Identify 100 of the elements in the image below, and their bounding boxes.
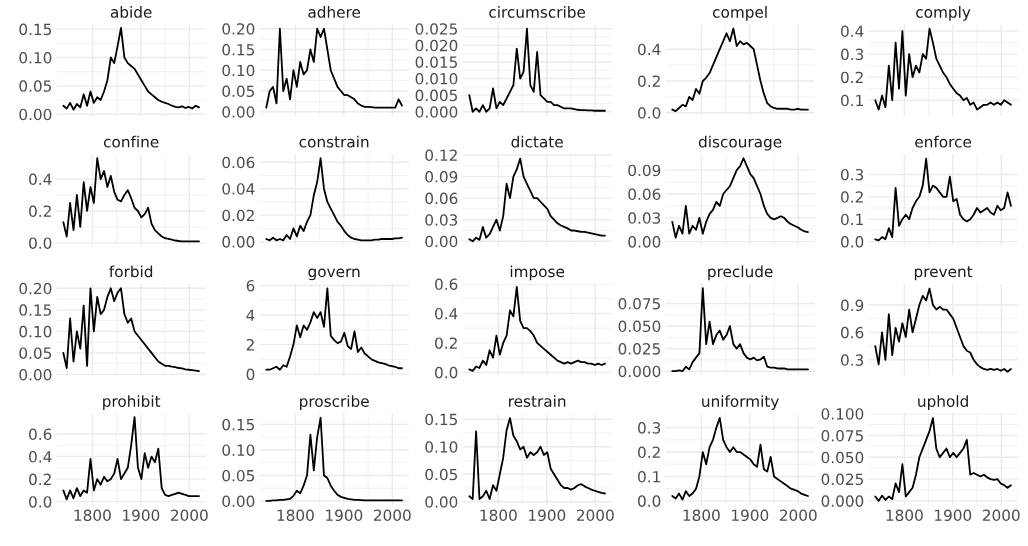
chart-title: restrain — [509, 395, 566, 407]
chart-title: forbid — [109, 265, 153, 278]
x-tick-label: 1800 — [74, 509, 111, 522]
y-tick-label: 0.0 — [29, 496, 52, 508]
y-tick-label: 0.6 — [29, 428, 52, 441]
x-tick-label: 2000 — [373, 509, 411, 522]
y-tick-label: 0.4 — [638, 43, 661, 56]
y-tick-label: 0.0 — [435, 366, 458, 379]
y-tick-label: 0.2 — [29, 205, 51, 217]
line-series — [468, 417, 606, 500]
line-series — [62, 157, 200, 243]
chart-title: dictate — [511, 135, 563, 148]
y-tick-label: 0.000 — [618, 365, 661, 378]
x-tick-label: 2000 — [576, 509, 614, 522]
chart-title: govern — [308, 268, 360, 281]
y-tick-label: 0.100 — [821, 408, 864, 420]
y-tick-label: 0.03 — [628, 212, 661, 224]
y-tick-label: 0.0 — [29, 237, 52, 249]
y-tick-label: 0.1 — [841, 213, 863, 226]
y-tick-label: 0.0 — [638, 495, 661, 507]
y-tick-label: 0.10 — [222, 444, 255, 456]
y-tick-label: 0.00 — [628, 236, 661, 248]
chart-title: proscribe — [300, 395, 369, 410]
x-tick-label: 1900 — [935, 509, 972, 522]
chart-title: impose — [510, 265, 565, 281]
y-tick-label: 0.15 — [19, 304, 52, 316]
y-tick-label: 0.06 — [628, 188, 661, 201]
y-tick-label: 0.15 — [19, 23, 52, 36]
line-series — [468, 27, 606, 113]
y-tick-label: 0.03 — [425, 214, 458, 226]
x-tick-label: 2000 — [779, 509, 817, 522]
line-series — [265, 416, 403, 502]
chart-title: discourage — [698, 135, 782, 151]
y-tick-label: 0.10 — [19, 51, 52, 64]
y-tick-label: 0.15 — [425, 413, 457, 426]
y-tick-label: 0.00 — [222, 106, 255, 118]
y-tick-label: 0.3 — [638, 422, 661, 434]
y-tick-label: 0.12 — [425, 149, 457, 162]
line-series — [265, 27, 403, 109]
y-tick-label: 0.2 — [29, 473, 51, 486]
y-tick-label: 0.4 — [29, 451, 52, 463]
y-tick-label: 0.10 — [222, 64, 255, 77]
y-tick-label: 0.4 — [841, 25, 864, 38]
x-tick-label: 1800 — [683, 509, 720, 522]
x-tick-label: 1800 — [277, 509, 314, 522]
chart-title: prevent — [914, 266, 973, 281]
y-tick-label: 0.015 — [415, 56, 457, 68]
y-tick-label: 0.4 — [435, 307, 458, 320]
line-series — [671, 157, 809, 239]
y-tick-label: 0.4 — [29, 173, 52, 186]
y-tick-label: 0.15 — [222, 418, 255, 431]
line-series — [62, 287, 200, 372]
y-tick-label: 0.00 — [425, 496, 458, 508]
x-tick-label: 1800 — [886, 509, 923, 522]
chart-title: enforce — [915, 135, 972, 148]
y-tick-label: 0.02 — [222, 209, 254, 222]
line-series — [468, 286, 606, 372]
y-tick-label: 0.075 — [821, 429, 863, 442]
y-tick-label: 0.025 — [415, 23, 457, 35]
y-tick-label: 0.0 — [841, 236, 864, 248]
chart-title: constrain — [299, 135, 369, 148]
y-tick-label: 0.1 — [638, 470, 660, 483]
y-tick-label: 0.00 — [19, 368, 52, 381]
y-tick-label: 0.06 — [222, 156, 255, 169]
y-tick-label: 0.3 — [841, 168, 864, 181]
x-tick-label: 1900 — [529, 509, 566, 522]
x-tick-label: 1900 — [732, 509, 769, 522]
y-tick-label: 0.20 — [19, 282, 52, 295]
line-series — [671, 287, 809, 373]
line-series — [62, 27, 200, 111]
chart-title: uniformity — [702, 395, 779, 410]
y-tick-label: 0.9 — [841, 299, 864, 312]
y-tick-label: 0.2 — [638, 446, 660, 459]
y-tick-label: 0.2 — [435, 337, 457, 349]
y-tick-label: 0.09 — [628, 164, 661, 177]
y-tick-label: 0.05 — [222, 469, 255, 482]
y-tick-label: 0.000 — [821, 495, 864, 507]
x-tick-label: 2000 — [982, 509, 1020, 522]
chart-title: comply — [916, 6, 971, 21]
y-tick-label: 0.00 — [222, 495, 255, 507]
line-series — [874, 417, 1012, 502]
y-tick-label: 0.050 — [618, 320, 661, 333]
y-tick-label: 0.00 — [19, 108, 52, 121]
chart-title: confine — [103, 135, 159, 148]
line-series — [265, 157, 403, 242]
y-tick-label: 0.020 — [415, 39, 458, 52]
y-tick-label: 6 — [246, 279, 255, 292]
y-tick-label: 0.6 — [841, 326, 864, 339]
y-tick-label: 0.05 — [222, 85, 255, 98]
y-tick-label: 4 — [246, 309, 255, 321]
y-tick-label: 0.00 — [222, 236, 255, 248]
chart-title: uphold — [918, 395, 968, 410]
y-tick-label: 0.20 — [222, 23, 255, 35]
chart-title: circumscribe — [489, 6, 586, 18]
y-tick-label: 0.10 — [19, 325, 52, 338]
line-series — [671, 27, 809, 113]
y-tick-label: 0.10 — [425, 441, 458, 453]
chart-title: compel — [712, 6, 767, 21]
line-series — [874, 157, 1012, 242]
y-tick-label: 0.3 — [841, 48, 864, 61]
